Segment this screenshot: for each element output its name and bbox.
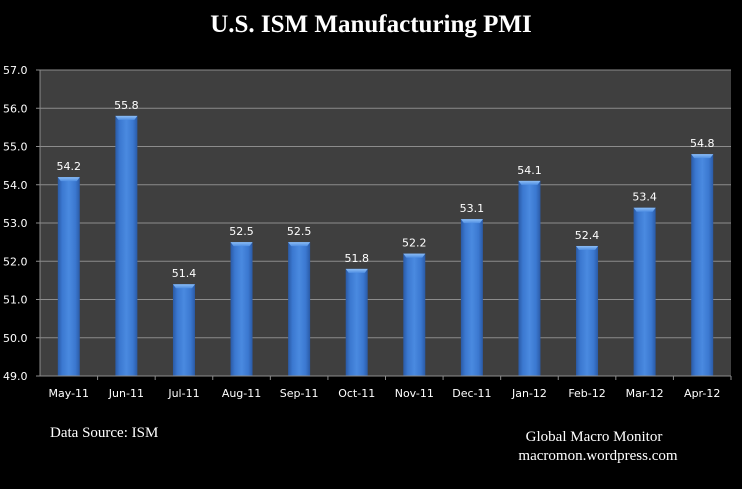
- bar: [633, 207, 656, 376]
- y-tick-label: 55.0: [3, 141, 28, 154]
- bar-cap: [345, 268, 368, 273]
- data-label: 55.8: [114, 99, 139, 112]
- bars: [57, 115, 714, 377]
- data-label: 52.4: [575, 229, 600, 242]
- y-tick-label: 57.0: [3, 64, 28, 77]
- bar-Apr-12: [691, 154, 714, 376]
- bar-Jul-11: [172, 284, 195, 376]
- x-tick-label: Dec-11: [452, 387, 491, 400]
- data-label: 52.5: [229, 225, 254, 238]
- bar: [115, 115, 138, 377]
- data-label: 52.2: [402, 237, 427, 250]
- y-tick-label: 49.0: [3, 370, 28, 383]
- bar-cap: [172, 284, 195, 289]
- y-tick-label: 54.0: [3, 179, 28, 192]
- bar-cap: [115, 115, 138, 120]
- chart-title: U.S. ISM Manufacturing PMI: [210, 11, 532, 38]
- y-tick-label: 50.0: [3, 332, 28, 345]
- bar-Feb-12: [576, 245, 599, 376]
- data-label: 53.4: [632, 191, 657, 204]
- bar-May-11: [57, 177, 80, 376]
- data-label: 54.2: [57, 160, 82, 173]
- bar-Sep-11: [288, 242, 311, 376]
- x-tick-label: Nov-11: [395, 387, 434, 400]
- bar-cap: [57, 177, 80, 182]
- bar-cap: [576, 245, 599, 250]
- bar-Jun-11: [115, 115, 138, 377]
- x-tick-label: Jun-11: [108, 387, 144, 400]
- data-label: 53.1: [460, 202, 485, 215]
- brand-url: macromon.wordpress.com: [518, 448, 677, 464]
- x-tick-label: Mar-12: [626, 387, 664, 400]
- x-tick-label: May-11: [49, 387, 90, 400]
- data-labels: 54.2 55.8 51.4 52.5 52.5 51.8 52.2 53.1 54.1 52.4…: [57, 99, 715, 280]
- y-tick-label: 53.0: [3, 217, 28, 230]
- bar: [230, 242, 253, 376]
- bar: [403, 253, 426, 376]
- x-tick-label: Oct-11: [338, 387, 375, 400]
- bar: [345, 268, 368, 376]
- bar-cap: [633, 207, 656, 212]
- bar-cap: [518, 180, 541, 185]
- bar-cap: [691, 154, 714, 159]
- bar-cap: [403, 253, 426, 258]
- x-tick-label: Jan-12: [511, 387, 547, 400]
- bar: [518, 180, 541, 376]
- bar: [172, 284, 195, 376]
- bar-Mar-12: [633, 207, 656, 376]
- bar: [57, 177, 80, 376]
- y-tick-label: 51.0: [3, 294, 28, 307]
- bar-cap: [288, 242, 311, 247]
- x-tick-label: Apr-12: [684, 387, 720, 400]
- bar-Jan-12: [518, 180, 541, 376]
- bar: [691, 154, 714, 376]
- data-label: 51.8: [344, 252, 369, 265]
- bar-Nov-11: [403, 253, 426, 376]
- x-tick-label: Feb-12: [568, 387, 605, 400]
- x-tick-label: Jul-11: [167, 387, 199, 400]
- y-tick-label: 56.0: [3, 102, 28, 115]
- bar-Aug-11: [230, 242, 253, 376]
- bar: [576, 245, 599, 376]
- x-axis-ticks: May-11 Jun-11 Jul-11 Aug-11 Sep-11 Oct-11 Nov-…: [40, 375, 732, 400]
- y-tick-label: 52.0: [3, 255, 28, 268]
- bar: [460, 219, 483, 376]
- bar-Oct-11: [345, 268, 368, 376]
- data-label: 52.5: [287, 225, 312, 238]
- bar-cap: [230, 242, 253, 247]
- x-tick-label: Aug-11: [222, 387, 261, 400]
- data-label: 54.8: [690, 137, 715, 150]
- bar-cap: [460, 219, 483, 224]
- y-axis-ticks: 49.0 50.0 51.0 52.0 53.0 54.0 55.0 56.0 57.0: [3, 64, 41, 383]
- x-tick-label: Sep-11: [280, 387, 319, 400]
- data-label: 54.1: [517, 164, 542, 177]
- brand-name: Global Macro Monitor: [526, 429, 663, 445]
- bar: [288, 242, 311, 376]
- data-label: 51.4: [172, 267, 197, 280]
- bar-Dec-11: [460, 219, 483, 376]
- data-source-note: Data Source: ISM: [50, 425, 158, 441]
